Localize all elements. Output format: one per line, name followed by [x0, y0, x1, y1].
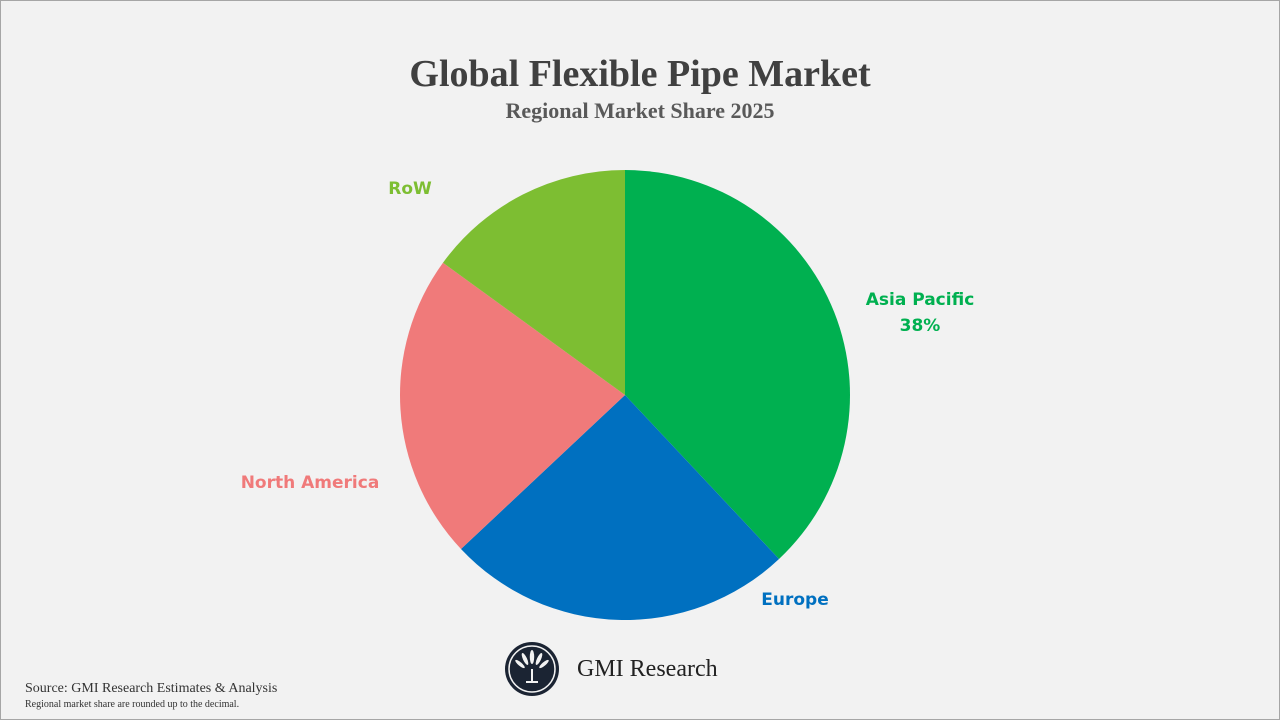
label-asia-pacific: Asia Pacific 38%	[850, 287, 990, 339]
label-row: RoW	[370, 176, 450, 202]
label-north-america: North America	[230, 470, 390, 496]
label-name: RoW	[388, 179, 432, 199]
pie-slice-north-america	[400, 262, 625, 550]
label-name: Europe	[761, 590, 829, 610]
chart-subtitle: Regional Market Share 2025	[505, 98, 775, 123]
label-name: North America	[240, 473, 380, 493]
gmi-logo-icon	[505, 642, 559, 696]
pie-slice-row	[442, 170, 625, 395]
label-value: 38%	[899, 316, 941, 336]
source-text: Source: GMI Research Estimates & Analysi…	[25, 681, 278, 696]
pie-slice-europe	[460, 395, 780, 620]
chart-title: Global Flexible Pipe Market	[409, 53, 871, 95]
label-europe: Europe	[735, 587, 855, 613]
brand-name: GMI Research	[577, 656, 718, 682]
label-name: Asia Pacific	[865, 290, 975, 310]
pie-slice-asia-pacific	[625, 170, 850, 560]
footnote: Regional market share are rounded up to …	[25, 699, 240, 710]
